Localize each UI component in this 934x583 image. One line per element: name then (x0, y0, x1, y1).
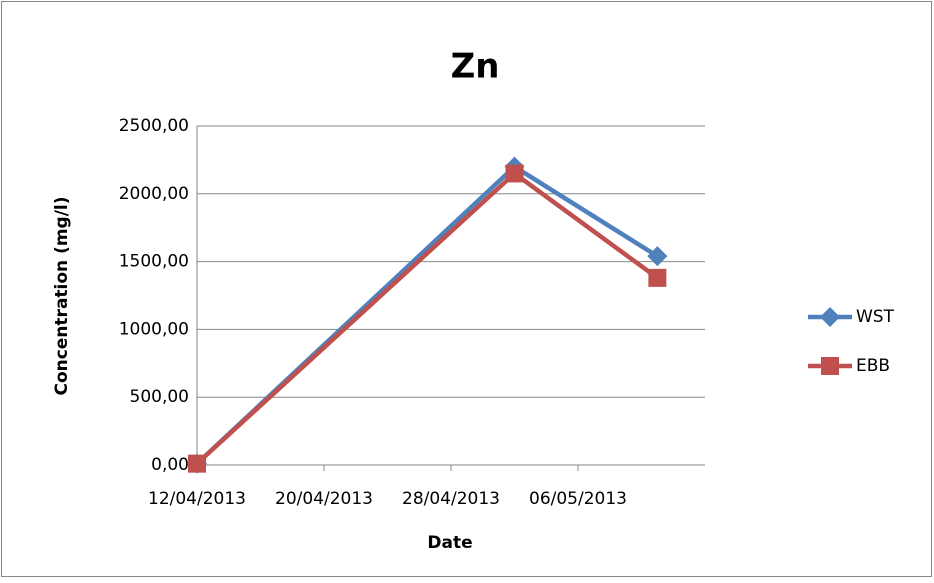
marker (820, 307, 840, 327)
y-tick-label: 500,00 (130, 387, 189, 407)
marker (505, 164, 524, 183)
marker (188, 454, 206, 473)
x-tick-label: 28/04/2013 (402, 489, 500, 509)
x-tick-label: 20/04/2013 (275, 489, 373, 509)
y-tick-label: 1500,00 (119, 252, 189, 272)
y-tick-label: 1000,00 (119, 319, 189, 339)
x-tick-label: 12/04/2013 (148, 489, 246, 509)
y-tick-label: 2000,00 (119, 184, 189, 204)
marker (647, 246, 668, 267)
y-tick-label: 2500,00 (119, 116, 189, 136)
legend-label: WST (856, 307, 895, 327)
y-tick-label: 0,00 (151, 455, 189, 475)
marker (821, 357, 839, 375)
x-tick-label: 06/05/2013 (529, 489, 627, 509)
chart-title: Zn (451, 47, 500, 87)
marker (648, 268, 667, 287)
x-axis-label: Date (427, 533, 472, 553)
y-axis-label: Concentration (mg/l) (52, 196, 72, 395)
legend-label: EBB (856, 356, 890, 376)
